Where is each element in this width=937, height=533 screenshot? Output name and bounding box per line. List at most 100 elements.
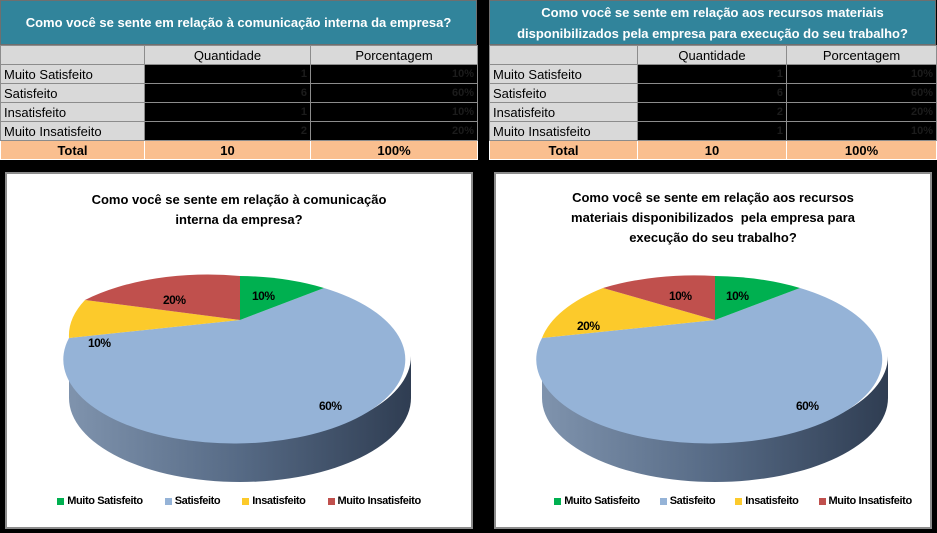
column-header-empty — [0, 45, 145, 65]
pie-chart-comunicacao[interactable]: Como você se sente em relação à comunica… — [5, 172, 473, 529]
total-quantidade[interactable]: 10 — [637, 140, 787, 160]
pie-plot: 10% 60% 10% 20% — [63, 274, 411, 482]
total-quantidade[interactable]: 10 — [144, 140, 311, 160]
total-porcentagem[interactable]: 100% — [786, 140, 937, 160]
chart-title-line: Como você se sente em relação aos recurs… — [572, 190, 854, 205]
total-label[interactable]: Total — [489, 140, 638, 160]
pie-side — [69, 356, 411, 482]
legend-item-satisfeito[interactable]: Satisfeito — [164, 495, 221, 507]
total-row: Total 10 100% — [0, 140, 478, 160]
total-porcentagem[interactable]: 100% — [310, 140, 478, 160]
porcentagem-cell[interactable]: 10% — [310, 64, 478, 84]
table-row: Muito Satisfeito 1 10% — [0, 64, 478, 84]
legend-swatch-red — [327, 497, 335, 505]
chart-legend: Muito Satisfeito Satisfeito Insatisfeito… — [7, 495, 471, 507]
table-title: Como você se sente em relação à comunica… — [0, 0, 477, 45]
quantidade-cell[interactable]: 1 — [144, 102, 311, 122]
row-label[interactable]: Insatisfeito — [0, 102, 145, 122]
porcentagem-cell[interactable]: 10% — [786, 121, 937, 141]
slice-muito-insatisfeito — [85, 274, 240, 320]
legend-item-satisfeito[interactable]: Satisfeito — [659, 495, 716, 507]
results-table: Quantidade Porcentagem Muito Satisfeito … — [489, 45, 937, 160]
porcentagem-cell[interactable]: 60% — [786, 83, 937, 103]
row-label[interactable]: Satisfeito — [489, 83, 638, 103]
row-label[interactable]: Satisfeito — [0, 83, 145, 103]
table-row: Insatisfeito 2 20% — [489, 102, 937, 122]
row-label[interactable]: Muito Insatisfeito — [489, 121, 638, 141]
legend-label: Muito Insatisfeito — [828, 495, 913, 507]
label-muito-satisfeito: 10% — [726, 289, 749, 303]
table-row: Satisfeito 6 60% — [489, 83, 937, 103]
legend-label: Muito Satisfeito — [564, 495, 640, 507]
legend-item-muito-insatisfeito[interactable]: Muito Insatisfeito — [327, 495, 422, 507]
legend-label: Muito Insatisfeito — [337, 495, 422, 507]
porcentagem-cell[interactable]: 60% — [310, 83, 478, 103]
legend-label: Insatisfeito — [252, 495, 306, 507]
column-header-quantidade[interactable]: Quantidade — [637, 45, 787, 65]
table-row: Muito Insatisfeito 1 10% — [489, 121, 937, 141]
table-title: Como você se sente em relação aos recurs… — [489, 0, 936, 45]
row-label[interactable]: Muito Insatisfeito — [0, 121, 145, 141]
row-label[interactable]: Muito Satisfeito — [489, 64, 638, 84]
slice-insatisfeito — [68, 300, 240, 338]
table-header-row: Quantidade Porcentagem — [489, 45, 937, 65]
total-row: Total 10 100% — [489, 140, 937, 160]
row-label[interactable]: Insatisfeito — [489, 102, 638, 122]
legend-label: Satisfeito — [174, 495, 221, 507]
quantidade-cell[interactable]: 2 — [144, 121, 311, 141]
chart-title: Como você se sente em relação aos recurs… — [496, 188, 930, 248]
label-insatisfeito: 10% — [88, 336, 111, 350]
total-label[interactable]: Total — [0, 140, 145, 160]
quantidade-cell[interactable]: 2 — [637, 102, 787, 122]
results-table: Quantidade Porcentagem Muito Satisfeito … — [0, 45, 478, 160]
column-header-porcentagem[interactable]: Porcentagem — [786, 45, 937, 65]
label-satisfeito: 60% — [796, 399, 819, 413]
column-header-quantidade[interactable]: Quantidade — [144, 45, 311, 65]
porcentagem-cell[interactable]: 20% — [786, 102, 937, 122]
legend-item-muito-insatisfeito[interactable]: Muito Insatisfeito — [818, 495, 913, 507]
pie-chart-recursos-materiais[interactable]: Como você se sente em relação aos recurs… — [494, 172, 932, 529]
legend-item-muito-satisfeito[interactable]: Muito Satisfeito — [554, 495, 640, 507]
slice-insatisfeito — [542, 288, 715, 338]
legend-label: Insatisfeito — [745, 495, 799, 507]
table-row: Muito Satisfeito 1 10% — [489, 64, 937, 84]
legend-swatch-yellow — [735, 497, 743, 505]
table-row: Satisfeito 6 60% — [0, 83, 478, 103]
column-header-porcentagem[interactable]: Porcentagem — [310, 45, 478, 65]
porcentagem-cell[interactable]: 20% — [310, 121, 478, 141]
table-row: Muito Insatisfeito 2 20% — [0, 121, 478, 141]
legend-label: Satisfeito — [669, 495, 716, 507]
chart-title: Como você se sente em relação à comunica… — [7, 190, 471, 230]
legend-item-insatisfeito[interactable]: Insatisfeito — [242, 495, 306, 507]
legend-swatch-blue — [659, 497, 667, 505]
porcentagem-cell[interactable]: 10% — [786, 64, 937, 84]
legend-item-muito-satisfeito[interactable]: Muito Satisfeito — [57, 495, 143, 507]
table-header-row: Quantidade Porcentagem — [0, 45, 478, 65]
pie-side — [542, 356, 888, 482]
legend-swatch-green — [554, 497, 562, 505]
quantidade-cell[interactable]: 6 — [637, 83, 787, 103]
quantidade-cell[interactable]: 1 — [637, 121, 787, 141]
legend-swatch-yellow — [242, 497, 250, 505]
chart-legend: Muito Satisfeito Satisfeito Insatisfeito… — [496, 495, 930, 507]
chart-title-line: materiais disponibilizados pela empresa … — [571, 210, 855, 225]
legend-item-insatisfeito[interactable]: Insatisfeito — [735, 495, 799, 507]
quantidade-cell[interactable]: 1 — [144, 64, 311, 84]
table-row: Insatisfeito 1 10% — [0, 102, 478, 122]
slice-muito-insatisfeito — [603, 275, 715, 320]
legend-swatch-green — [57, 497, 65, 505]
legend-swatch-blue — [164, 497, 172, 505]
chart-title-line: Como você se sente em relação à comunica… — [91, 192, 387, 207]
quantidade-cell[interactable]: 1 — [637, 64, 787, 84]
chart-title-line: execução do seu trabalho? — [629, 230, 797, 245]
row-label[interactable]: Muito Satisfeito — [0, 64, 145, 84]
label-satisfeito: 60% — [319, 399, 342, 413]
label-insatisfeito: 20% — [577, 319, 600, 333]
slice-satisfeito — [536, 288, 883, 444]
porcentagem-cell[interactable]: 10% — [310, 102, 478, 122]
label-muito-satisfeito: 10% — [252, 289, 275, 303]
label-muito-insatisfeito: 10% — [669, 289, 692, 303]
quantidade-cell[interactable]: 6 — [144, 83, 311, 103]
slice-muito-satisfeito — [240, 276, 324, 320]
column-header-empty — [489, 45, 638, 65]
